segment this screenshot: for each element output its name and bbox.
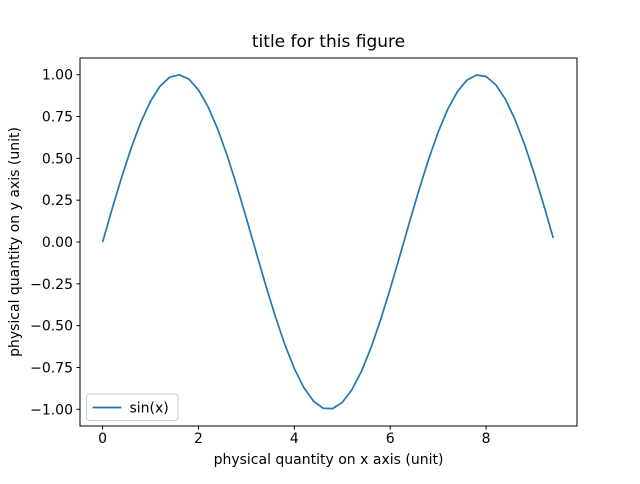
sine-curve <box>101 73 555 410</box>
y-tick-label: 0.25 <box>42 193 73 209</box>
legend: sin(x) <box>86 393 179 421</box>
y-axis-label: physical quantity on y axis (unit) <box>7 127 23 357</box>
x-axis-ticks: 0 2 4 6 8 <box>98 426 491 447</box>
y-tick-label: 0.50 <box>42 151 73 167</box>
y-tick-label: −0.25 <box>30 277 73 293</box>
legend-label: sin(x) <box>130 401 169 417</box>
legend-box <box>86 393 179 421</box>
x-tick-label: 4 <box>290 431 299 447</box>
y-tick-label: −0.75 <box>30 360 73 376</box>
x-axis-label: physical quantity on x axis (unit) <box>214 452 444 468</box>
plot-border <box>79 57 578 427</box>
y-tick-label: −0.50 <box>30 319 73 335</box>
y-tick-label: 0.00 <box>42 235 73 251</box>
x-tick-label: 6 <box>386 431 395 447</box>
y-tick-label: 1.00 <box>42 68 73 84</box>
x-tick-label: 2 <box>194 431 203 447</box>
x-tick-label: 0 <box>98 431 107 447</box>
x-tick-label: 8 <box>482 431 491 447</box>
y-axis-ticks: −1.00 −0.75 −0.50 −0.25 0.00 0.25 0.50 0.75 1.00 <box>30 68 80 418</box>
chart-title: title for this figure <box>252 32 405 52</box>
y-tick-label: 0.75 <box>42 110 73 126</box>
y-tick-label: −1.00 <box>30 402 73 418</box>
